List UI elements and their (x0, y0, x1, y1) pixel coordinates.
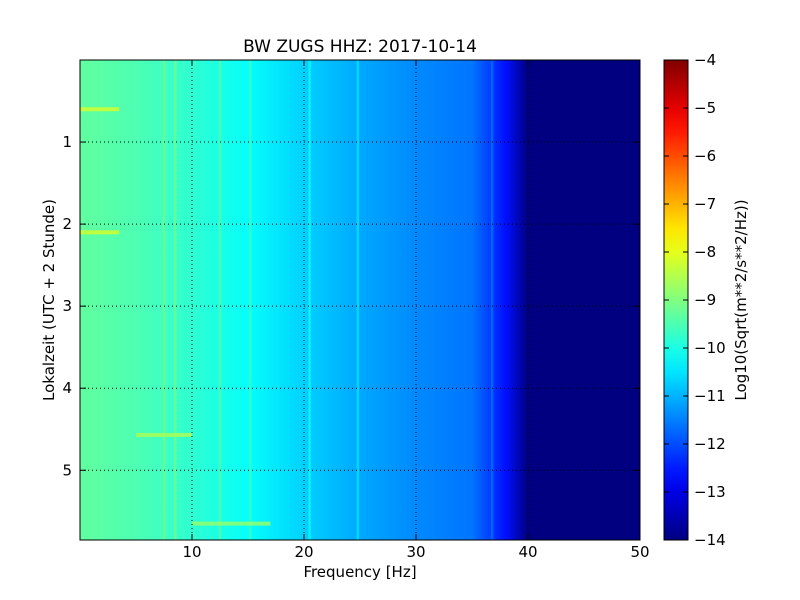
spectral-lines (162, 60, 494, 540)
x-tick-label: 10 (182, 543, 201, 561)
heatmap-base (80, 60, 640, 540)
bright-band (192, 521, 271, 526)
colorbar-tick-label: −8 (694, 243, 716, 261)
y-axis-ticks: 1 2 3 4 5 (62, 133, 640, 479)
plot-frame (79, 59, 641, 541)
colorbar-tick-label: −10 (694, 339, 726, 357)
grid-lines (80, 60, 640, 540)
y-tick-label: 1 (62, 133, 72, 151)
x-axis-label: Frequency [Hz] (303, 563, 416, 581)
bright-bands (80, 107, 271, 526)
y-tick-label: 4 (62, 379, 72, 397)
x-tick-label: 50 (630, 543, 649, 561)
bright-band (80, 230, 120, 235)
colorbar-tick-label: −6 (694, 147, 716, 165)
colorbar-tick-label: −14 (694, 531, 726, 549)
y-axis-label: Lokalzeit (UTC + 2 Stunde) (40, 199, 58, 401)
plot-area (80, 60, 640, 540)
x-tick-label: 40 (518, 543, 537, 561)
x-tick-label: 20 (294, 543, 313, 561)
colorbar-tick-label: −12 (694, 435, 726, 453)
bright-band (80, 107, 120, 112)
x-tick-label: 30 (406, 543, 425, 561)
colorbar-tick-label: −11 (694, 387, 726, 405)
chart-title: BW ZUGS HHZ: 2017-10-14 (243, 37, 477, 57)
colorbar-tick-label: −4 (694, 51, 716, 69)
y-tick-label: 3 (62, 297, 72, 315)
colorbar-tick-label: −9 (694, 291, 716, 309)
colorbar-tick-label: −13 (694, 483, 726, 501)
x-axis-ticks: 10 20 30 40 50 (182, 60, 650, 561)
colorbar-tick-label: −5 (694, 99, 716, 117)
colorbar-ticks: −4 −5 −6 −7 −8 −9 −10 −11 −12 −13 −14 (664, 51, 726, 549)
y-tick-label: 5 (62, 461, 72, 479)
bright-band (136, 432, 192, 437)
colorbar-tick-label: −7 (694, 195, 716, 213)
y-tick-label: 2 (62, 215, 72, 233)
colorbar-label: Log10(Sqrt(m**2/s**2/Hz)) (732, 199, 750, 400)
